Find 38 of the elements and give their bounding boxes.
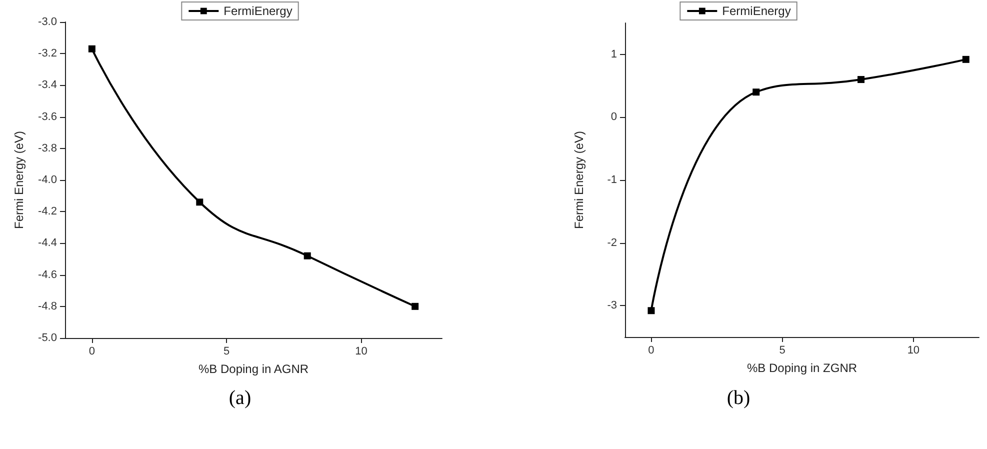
point (648, 307, 655, 314)
y-tick-label: 0 (610, 111, 617, 124)
text: (a) (228, 387, 252, 409)
y-tick-label: -4.6 (38, 268, 57, 281)
y-tick-label: -3.0 (38, 16, 57, 28)
x-tick-label: 5 (224, 346, 230, 358)
x-axis-title: %B Doping in ZGNR (746, 361, 858, 375)
y-tick-label: -3.4 (38, 79, 57, 92)
point (752, 88, 760, 96)
y-tick-label: -3.6 (38, 110, 57, 123)
y-tick-label: -1 (607, 174, 617, 186)
point (304, 252, 311, 260)
y-tick-label: -4.0 (38, 174, 57, 186)
x-tick-label: 5 (779, 344, 786, 356)
y-axis-title: Fermi Energy (eV) (572, 130, 586, 230)
y-tick-label: -4.8 (38, 300, 57, 312)
y-tick-label: -5.0 (38, 332, 57, 344)
legend-label: FermiEnergy (722, 4, 791, 18)
text: (b) (726, 387, 750, 409)
point (196, 198, 204, 206)
y-tick-label: -2 (607, 236, 617, 249)
point (962, 56, 970, 63)
legend-label: FermiEnergy (224, 4, 292, 18)
x-tick-label: 0 (648, 344, 654, 356)
point (412, 302, 419, 310)
x-tick-label: 10 (907, 344, 920, 356)
point (88, 45, 96, 52)
y-tick-label: -3.8 (38, 142, 57, 154)
y-tick-label: -3 (607, 300, 617, 312)
y-tick-label: -3.2 (38, 48, 57, 60)
x-tick-label: 10 (355, 346, 368, 358)
x-axis-title: %B Doping in AGNR (198, 362, 309, 376)
y-tick-label: -4.2 (38, 206, 57, 218)
y-tick-label: 1 (610, 48, 617, 60)
y-tick-label: -4.4 (38, 237, 57, 250)
point (858, 76, 864, 84)
y-axis-title: Fermi Energy (eV) (12, 130, 26, 230)
x-tick-label: 0 (88, 346, 95, 358)
